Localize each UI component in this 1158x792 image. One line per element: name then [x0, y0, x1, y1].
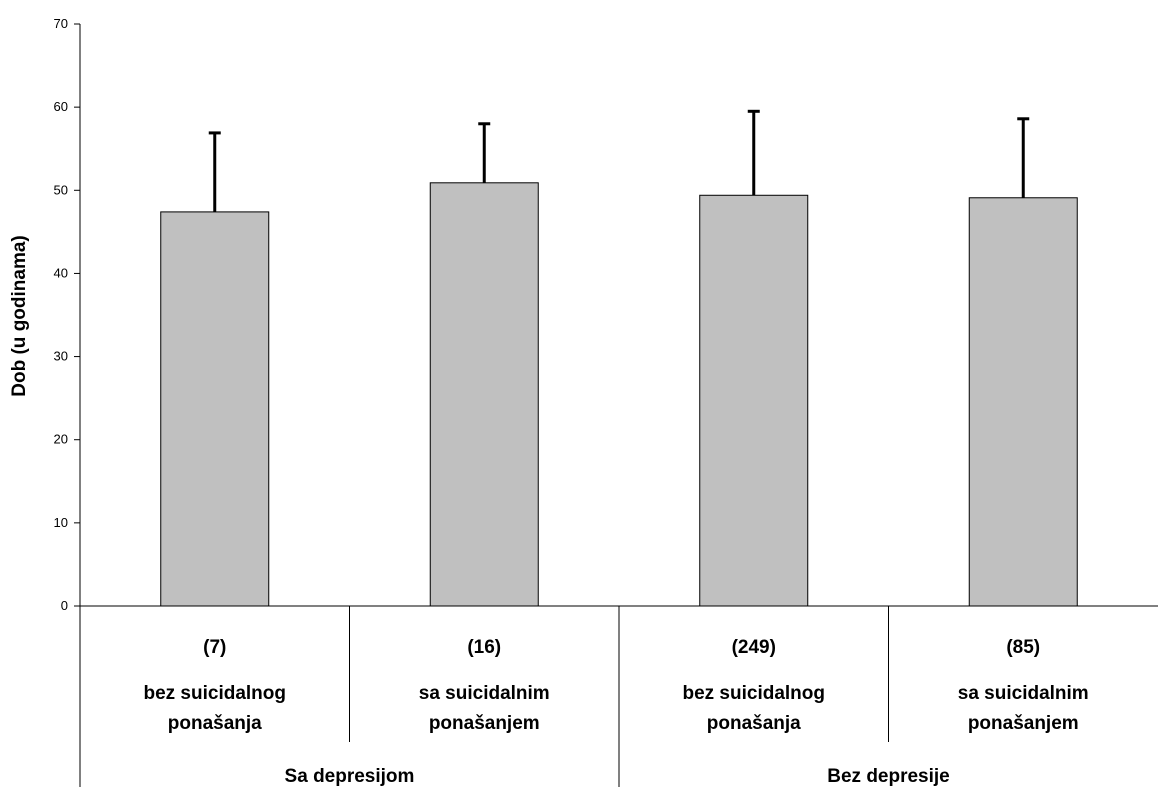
category-count-3: (85) [1006, 637, 1040, 658]
y-tick-label-4: 40 [54, 265, 68, 280]
y-tick-label-5: 50 [54, 182, 68, 197]
y-tick-label-1: 10 [54, 515, 68, 530]
category-label-line2-3: ponašanjem [968, 713, 1079, 734]
y-axis-label: Dob (u godinama) [9, 235, 30, 396]
bar-2 [699, 194, 809, 607]
y-tick-label-6: 60 [54, 99, 68, 114]
category-label-line1-3: sa suicidalnim [958, 683, 1089, 704]
y-tick-label-3: 30 [54, 349, 68, 364]
y-tick-label-2: 20 [54, 432, 68, 447]
category-label-line1-0: bez suicidalnog [143, 683, 286, 704]
group-label-1: Bez depresije [827, 766, 950, 787]
y-tick-label-7: 70 [54, 16, 68, 31]
category-count-2: (249) [732, 637, 776, 658]
group-label-0: Sa depresijom [285, 766, 415, 787]
category-label-line2-2: ponašanja [707, 713, 801, 734]
category-label-line1-1: sa suicidalnim [419, 683, 550, 704]
y-tick-label-0: 0 [61, 598, 68, 613]
category-count-0: (7) [203, 637, 226, 658]
category-label-line2-1: ponašanjem [429, 713, 540, 734]
bar-3 [968, 197, 1078, 607]
category-label-line2-0: ponašanja [168, 713, 262, 734]
bar-1 [429, 182, 539, 607]
category-count-1: (16) [467, 637, 501, 658]
bar-0 [160, 211, 270, 607]
category-label-line1-2: bez suicidalnog [682, 683, 825, 704]
